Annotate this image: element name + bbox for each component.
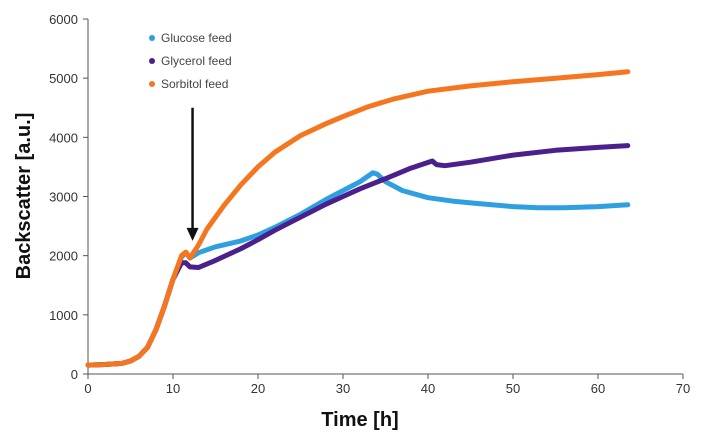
x-tick-label: 0	[84, 381, 91, 396]
legend-marker-1	[149, 35, 155, 41]
x-tick-label: 30	[336, 381, 350, 396]
annotation-arrow-head	[186, 227, 199, 241]
annotation-layer	[186, 107, 199, 241]
y-tick-label: 2000	[49, 249, 78, 264]
legend-label-1: Glucose feed	[161, 31, 232, 45]
series-layer	[85, 69, 631, 368]
series-line-1	[85, 170, 631, 368]
series-line-2	[85, 143, 631, 368]
legend-marker-3	[149, 81, 155, 87]
y-tick-label: 0	[71, 367, 78, 382]
x-tick-label: 70	[676, 381, 690, 396]
legend-marker-2	[149, 58, 155, 64]
axes	[87, 19, 683, 375]
x-axis-title: Time [h]	[321, 409, 398, 431]
legend-label-2: Glycerol feed	[161, 54, 232, 68]
y-tick-label: 4000	[49, 130, 78, 145]
y-tick-label: 1000	[49, 308, 78, 323]
y-axis-title: Backscatter [a.u.]	[13, 113, 35, 280]
y-tick-label: 5000	[49, 71, 78, 86]
x-tick-label: 10	[166, 381, 180, 396]
x-tick-label: 60	[591, 381, 605, 396]
y-tick-label: 3000	[49, 190, 78, 205]
x-tick-label: 20	[251, 381, 265, 396]
x-tick-label: 40	[421, 381, 435, 396]
legend: Glucose feed Glycerol feed Sorbitol feed	[149, 31, 232, 91]
x-tick-label: 50	[506, 381, 520, 396]
series-line-3	[85, 69, 631, 368]
legend-label-3: Sorbitol feed	[161, 77, 228, 91]
y-tick-label: 6000	[49, 12, 78, 27]
x-ticks: 0 10 20 30 40 50 60 70	[84, 374, 690, 396]
y-ticks: 0 1000 2000 3000 4000 5000 6000	[49, 12, 88, 382]
